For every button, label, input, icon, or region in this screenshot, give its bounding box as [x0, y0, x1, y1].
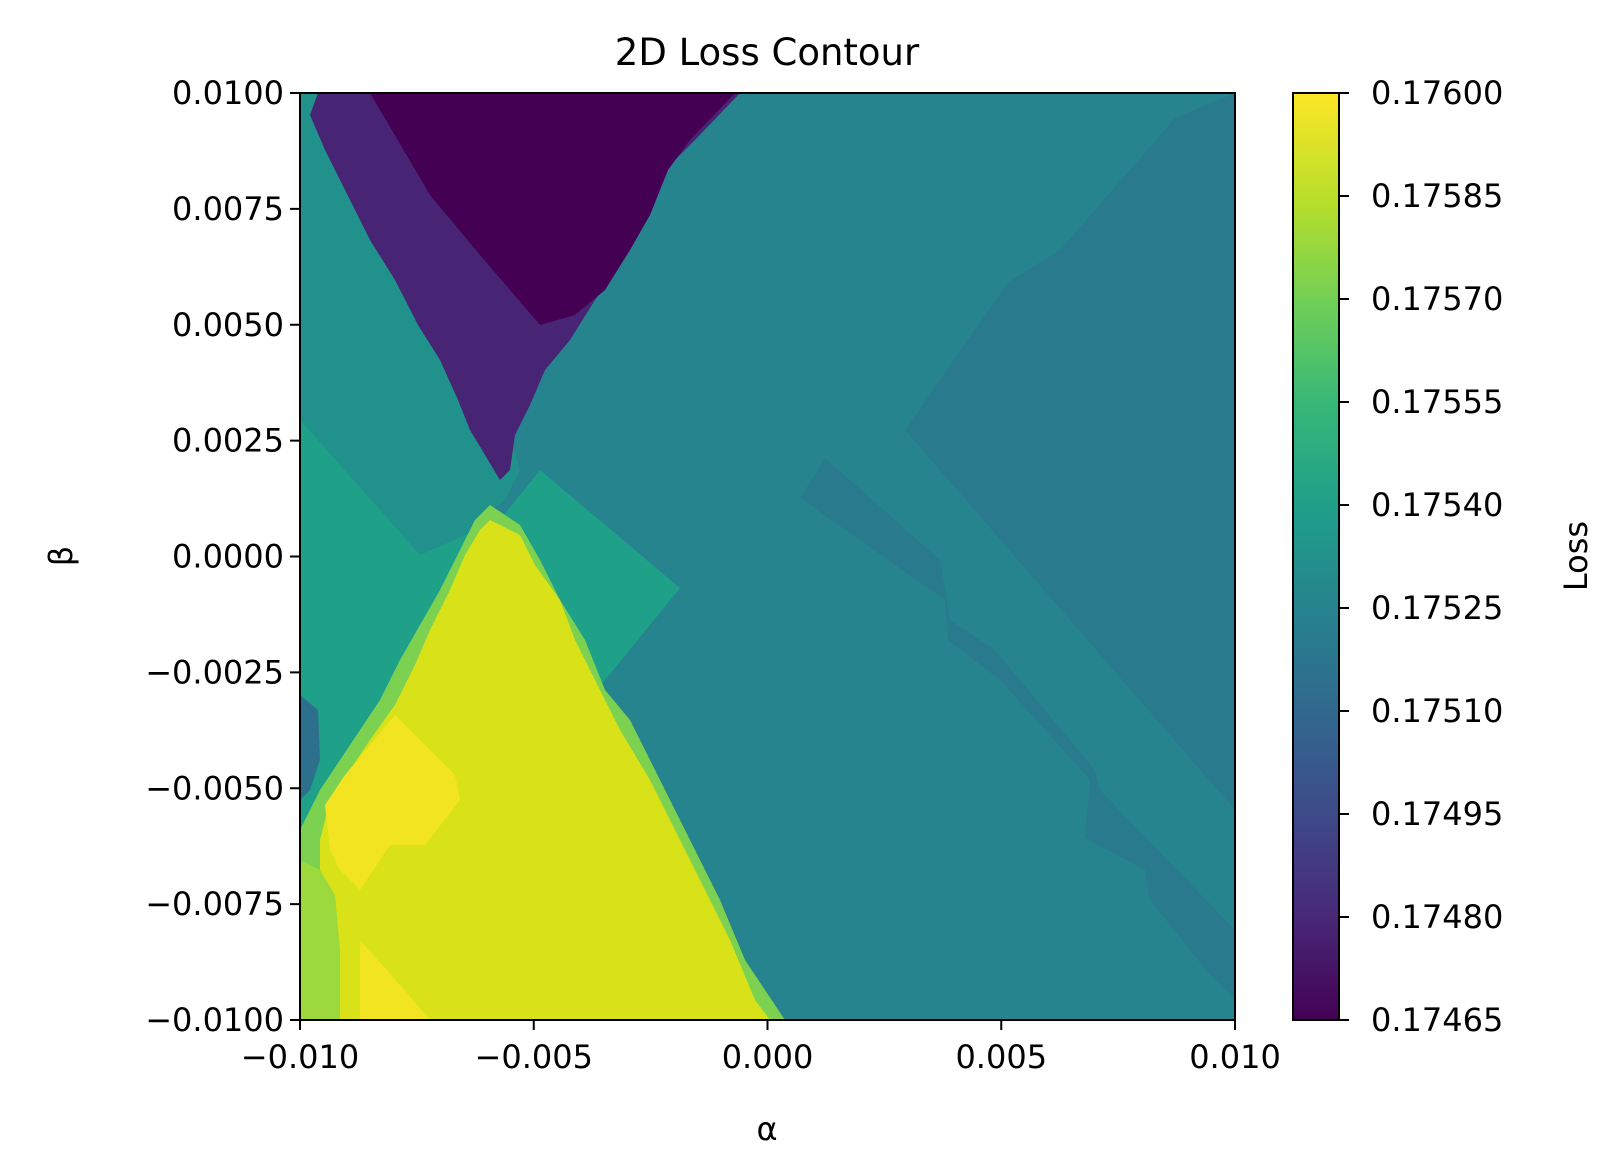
contour-region-minimum-core — [370, 93, 735, 325]
colorbar — [1292, 92, 1340, 1021]
x-tick-label: −0.010 — [241, 1038, 359, 1076]
colorbar-tick-label: 0.17585 — [1371, 177, 1503, 215]
y-tick-label: −0.0100 — [145, 1001, 284, 1039]
contour-region-left-edge-blue — [300, 695, 320, 800]
y-tick-label: 0.0000 — [172, 538, 284, 576]
x-tick-label: 0.010 — [1189, 1038, 1281, 1076]
contour-field — [300, 93, 1235, 1020]
contour-region-low-right — [905, 93, 1235, 810]
contour-region-maximum — [320, 520, 770, 1020]
contour-region-left-edge-green — [300, 860, 340, 1020]
contour-region-low-center — [800, 458, 1235, 1000]
y-tick-label: 0.0100 — [172, 74, 284, 112]
x-axis-label: α — [756, 1110, 777, 1148]
y-tick-label: 0.0075 — [172, 190, 284, 228]
colorbar-tick-label: 0.17480 — [1371, 898, 1503, 936]
colorbar-tick-label: 0.17600 — [1371, 74, 1503, 112]
colorbar-tick-label: 0.17555 — [1371, 383, 1503, 421]
y-tick-label: 0.0050 — [172, 306, 284, 344]
x-axis: −0.010 −0.005 0.000 0.005 0.010 — [241, 1020, 1281, 1076]
colorbar-tick-label: 0.17510 — [1371, 692, 1503, 730]
y-tick-label: −0.0025 — [145, 653, 284, 691]
y-tick-label: 0.0025 — [172, 422, 284, 460]
x-tick-label: 0.005 — [955, 1038, 1047, 1076]
contour-region-maximum-peak-bottom — [360, 940, 430, 1020]
colorbar-tick-label: 0.17495 — [1371, 795, 1503, 833]
chart-title: 2D Loss Contour — [615, 31, 920, 74]
x-tick-label: −0.005 — [475, 1038, 593, 1076]
y-tick-label: −0.0075 — [145, 885, 284, 923]
colorbar-tick-label: 0.17525 — [1371, 589, 1503, 627]
x-tick-label: 0.000 — [722, 1038, 814, 1076]
colorbar-tick-label: 0.17540 — [1371, 486, 1503, 524]
y-tick-label: −0.0050 — [145, 769, 284, 807]
y-axis-label: β — [42, 546, 80, 566]
y-axis: 0.0100 0.0075 0.0050 0.0025 0.0000 −0.0025 −0.… — [145, 74, 300, 1039]
colorbar-tick-label: 0.17465 — [1371, 1001, 1503, 1039]
contour-region-maximum-peak — [325, 715, 460, 890]
colorbar-label: Loss — [1557, 521, 1595, 591]
colorbar-tick-label: 0.17570 — [1371, 280, 1503, 318]
colorbar-ticks: 0.17600 0.17585 0.17570 0.17555 0.17540 0.175… — [1339, 74, 1503, 1039]
